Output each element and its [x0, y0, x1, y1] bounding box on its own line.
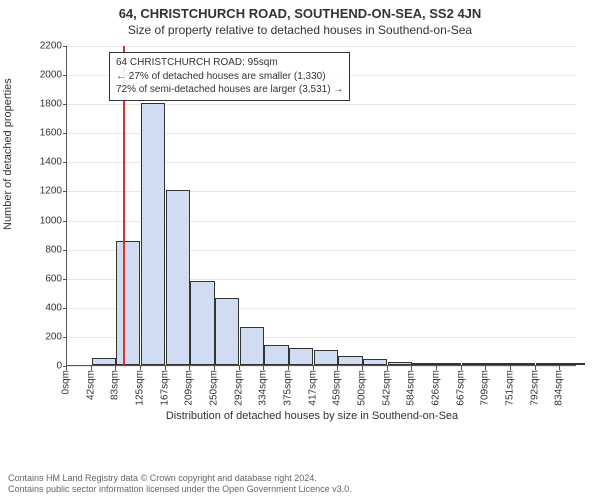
footer-line-1: Contains HM Land Registry data © Crown c…	[8, 473, 352, 485]
y-tick-mark	[63, 162, 67, 163]
y-tick-mark	[63, 221, 67, 222]
x-tick-label: 417sqm	[307, 370, 318, 406]
y-tick-label: 800	[26, 244, 62, 255]
histogram-bar	[412, 363, 436, 365]
footer-line-2: Contains public sector information licen…	[8, 484, 352, 496]
y-tick-mark	[63, 46, 67, 47]
histogram-bar	[486, 363, 510, 365]
histogram-bar	[536, 363, 560, 365]
annotation-line-2: ← 27% of detached houses are smaller (1,…	[116, 70, 343, 84]
y-tick-label: 200	[26, 331, 62, 342]
histogram-bar	[289, 348, 313, 365]
histogram-bar	[511, 363, 535, 365]
page-subtitle: Size of property relative to detached ho…	[0, 23, 600, 37]
gridline	[67, 46, 576, 47]
x-tick-label: 334sqm	[258, 370, 269, 406]
y-tick-mark	[63, 133, 67, 134]
histogram-bar	[166, 190, 190, 365]
annotation-line-3: 72% of semi-detached houses are larger (…	[116, 83, 343, 97]
x-tick-label: 209sqm	[184, 370, 195, 406]
histogram-bar	[437, 363, 461, 365]
y-tick-label: 1600	[26, 128, 62, 139]
y-axis-label: Number of detached properties	[2, 78, 14, 230]
y-tick-label: 1200	[26, 186, 62, 197]
histogram-bar	[141, 103, 165, 365]
x-tick-label: 292sqm	[233, 370, 244, 406]
x-tick-label: 626sqm	[431, 370, 442, 406]
plot-region: 64 CHRISTCHURCH ROAD: 95sqm ← 27% of det…	[66, 46, 576, 366]
histogram-bar	[190, 281, 214, 365]
y-tick-label: 400	[26, 302, 62, 313]
x-tick-label: 751sqm	[505, 370, 516, 406]
y-tick-label: 600	[26, 273, 62, 284]
y-tick-mark	[63, 279, 67, 280]
y-tick-label: 2000	[26, 70, 62, 81]
x-tick-label: 709sqm	[480, 370, 491, 406]
y-tick-mark	[63, 75, 67, 76]
histogram-bar	[264, 345, 288, 365]
footer-attribution: Contains HM Land Registry data © Crown c…	[8, 473, 352, 496]
x-tick-label: 42sqm	[85, 370, 96, 400]
y-tick-mark	[63, 308, 67, 309]
histogram-bar	[388, 362, 412, 365]
y-tick-mark	[63, 337, 67, 338]
y-tick-label: 0	[26, 361, 62, 372]
histogram-bar	[215, 298, 239, 365]
histogram-bar	[462, 363, 486, 365]
x-tick-label: 584sqm	[406, 370, 417, 406]
annotation-line-1: 64 CHRISTCHURCH ROAD: 95sqm	[116, 56, 343, 70]
histogram-bar	[363, 359, 387, 365]
y-tick-mark	[63, 250, 67, 251]
gridline	[67, 366, 576, 367]
x-tick-label: 667sqm	[455, 370, 466, 406]
y-tick-mark	[63, 191, 67, 192]
y-tick-mark	[63, 104, 67, 105]
y-tick-label: 1800	[26, 99, 62, 110]
x-tick-label: 167sqm	[159, 370, 170, 406]
histogram-bar	[314, 350, 338, 365]
histogram-bar	[338, 356, 362, 365]
title-block: 64, CHRISTCHURCH ROAD, SOUTHEND-ON-SEA, …	[0, 0, 600, 37]
histogram-bar	[116, 241, 140, 365]
x-tick-label: 792sqm	[529, 370, 540, 406]
x-tick-label: 375sqm	[283, 370, 294, 406]
x-tick-label: 459sqm	[332, 370, 343, 406]
y-tick-label: 2200	[26, 41, 62, 52]
x-tick-label: 834sqm	[554, 370, 565, 406]
x-tick-label: 500sqm	[357, 370, 368, 406]
y-tick-label: 1400	[26, 157, 62, 168]
x-tick-label: 0sqm	[61, 370, 72, 394]
y-tick-label: 1000	[26, 215, 62, 226]
histogram-bar	[92, 358, 116, 365]
annotation-box: 64 CHRISTCHURCH ROAD: 95sqm ← 27% of det…	[109, 52, 350, 101]
x-axis-label: Distribution of detached houses by size …	[48, 410, 576, 422]
page-title: 64, CHRISTCHURCH ROAD, SOUTHEND-ON-SEA, …	[0, 6, 600, 21]
histogram-bar	[240, 327, 264, 365]
x-tick-label: 83sqm	[110, 370, 121, 400]
chart-area: 64 CHRISTCHURCH ROAD: 95sqm ← 27% of det…	[48, 46, 576, 406]
histogram-bar	[560, 363, 584, 365]
x-tick-label: 250sqm	[209, 370, 220, 406]
x-tick-label: 125sqm	[135, 370, 146, 406]
x-tick-label: 542sqm	[381, 370, 392, 406]
